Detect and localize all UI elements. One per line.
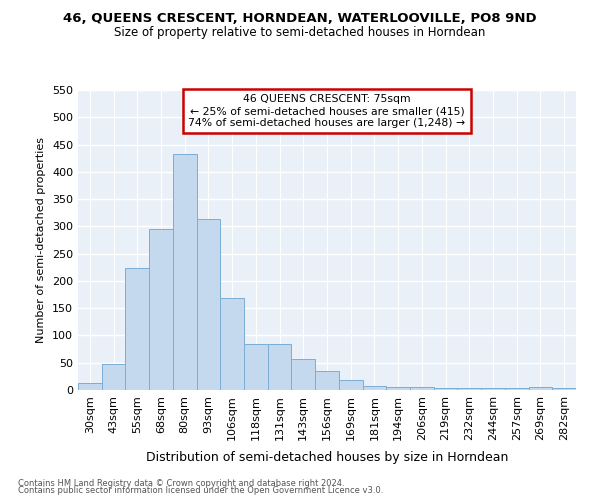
- Bar: [386, 388, 410, 390]
- Bar: [457, 388, 481, 390]
- Bar: [315, 371, 339, 390]
- Bar: [102, 364, 125, 390]
- Bar: [78, 384, 102, 390]
- Y-axis label: Number of semi-detached properties: Number of semi-detached properties: [37, 137, 46, 343]
- Text: Size of property relative to semi-detached houses in Horndean: Size of property relative to semi-detach…: [115, 26, 485, 39]
- Bar: [505, 388, 529, 390]
- Bar: [529, 388, 552, 390]
- Bar: [149, 229, 173, 390]
- Bar: [362, 386, 386, 390]
- X-axis label: Distribution of semi-detached houses by size in Horndean: Distribution of semi-detached houses by …: [146, 451, 508, 464]
- Bar: [339, 380, 362, 390]
- Bar: [434, 388, 457, 390]
- Bar: [244, 344, 268, 390]
- Text: 46, QUEENS CRESCENT, HORNDEAN, WATERLOOVILLE, PO8 9ND: 46, QUEENS CRESCENT, HORNDEAN, WATERLOOV…: [63, 12, 537, 26]
- Bar: [197, 220, 220, 390]
- Bar: [268, 344, 292, 390]
- Bar: [125, 268, 149, 390]
- Bar: [410, 388, 434, 390]
- Text: 46 QUEENS CRESCENT: 75sqm
← 25% of semi-detached houses are smaller (415)
74% of: 46 QUEENS CRESCENT: 75sqm ← 25% of semi-…: [188, 94, 466, 128]
- Bar: [173, 154, 197, 390]
- Text: Contains HM Land Registry data © Crown copyright and database right 2024.: Contains HM Land Registry data © Crown c…: [18, 478, 344, 488]
- Bar: [220, 298, 244, 390]
- Text: Contains public sector information licensed under the Open Government Licence v3: Contains public sector information licen…: [18, 486, 383, 495]
- Bar: [481, 388, 505, 390]
- Bar: [292, 359, 315, 390]
- Bar: [552, 388, 576, 390]
